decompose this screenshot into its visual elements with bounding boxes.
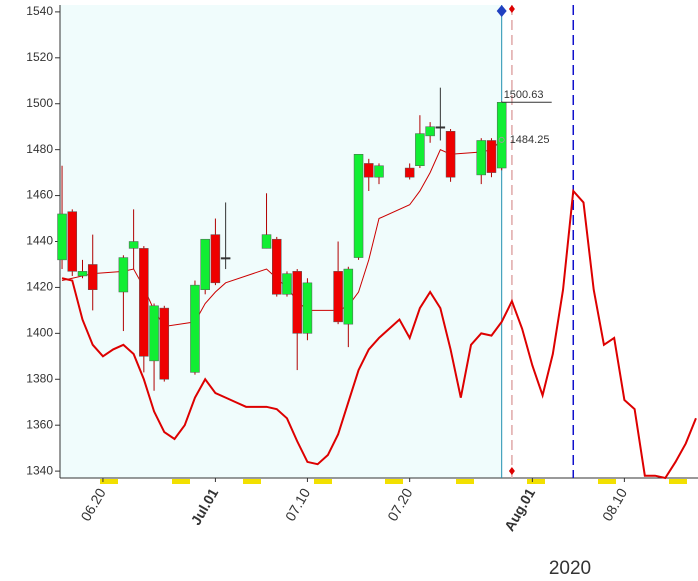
weekend-markers <box>100 479 687 484</box>
candle-body <box>415 133 425 166</box>
x-tick-label: 06.20 <box>77 485 108 524</box>
close-annotation: 1500.63 <box>504 89 544 101</box>
y-tick-label: 1380 <box>26 371 53 385</box>
candle-body <box>374 165 384 178</box>
candle-body <box>149 305 159 362</box>
candle-body <box>486 140 497 173</box>
y-tick-label: 1460 <box>26 188 53 202</box>
y-tick-label: 1420 <box>26 280 53 294</box>
candle-body <box>210 234 221 284</box>
y-tick-label: 1400 <box>26 326 53 340</box>
candle-body <box>445 131 456 178</box>
y-tick-label: 1440 <box>26 234 53 248</box>
candle-body <box>302 282 313 334</box>
y-tick-label: 1480 <box>26 142 53 156</box>
ma-point <box>498 136 505 143</box>
candle-body <box>343 268 354 325</box>
candle-body <box>128 241 139 249</box>
candle-body <box>425 126 435 137</box>
marker <box>508 5 515 13</box>
candle-body <box>404 167 415 178</box>
y-tick-label: 1540 <box>26 4 53 18</box>
marker <box>496 5 507 17</box>
candle-body <box>87 264 98 290</box>
candle-body <box>292 271 302 334</box>
candle-body <box>118 257 129 293</box>
y-tick-label: 1500 <box>26 96 53 110</box>
candle-body <box>496 102 507 169</box>
candle-body <box>77 271 88 277</box>
candle-body <box>282 273 292 295</box>
candle-body <box>190 284 200 373</box>
x-tick-label: 07.20 <box>384 485 415 524</box>
candle-body <box>220 257 231 260</box>
line-series <box>61 188 697 480</box>
candle-body <box>67 211 78 272</box>
y-tick-label: 1340 <box>26 463 53 477</box>
x-tick-label: Jul.01 <box>188 485 222 528</box>
candle-body <box>57 213 67 261</box>
ma-annotation: 1484.25 <box>510 134 550 146</box>
candle-body <box>353 153 364 258</box>
candle-body <box>435 126 446 129</box>
year-label: 2020 <box>549 558 591 579</box>
candle-body <box>200 238 210 290</box>
candle-body <box>159 307 170 380</box>
candle-body <box>333 271 343 323</box>
y-tick-label: 1520 <box>26 50 53 64</box>
candle-body <box>272 238 282 295</box>
y-tick-label: 1360 <box>26 417 53 431</box>
marker <box>508 467 515 475</box>
candle-body <box>261 234 272 249</box>
candle-body <box>476 140 486 176</box>
x-tick-label: 08.10 <box>599 485 630 524</box>
candle-body <box>364 163 374 178</box>
x-tick-label: Aug.01 <box>501 485 538 534</box>
x-tick-label: 07.10 <box>282 485 313 524</box>
candle-body <box>139 248 149 357</box>
